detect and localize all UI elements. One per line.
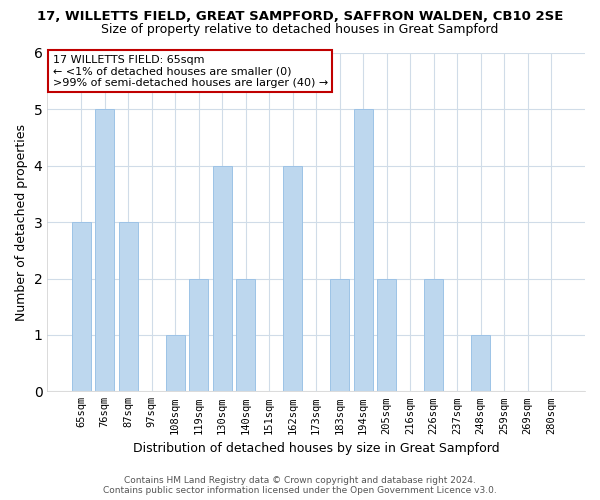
Bar	[95, 110, 114, 392]
Text: Size of property relative to detached houses in Great Sampford: Size of property relative to detached ho…	[101, 22, 499, 36]
Text: 17, WILLETTS FIELD, GREAT SAMPFORD, SAFFRON WALDEN, CB10 2SE: 17, WILLETTS FIELD, GREAT SAMPFORD, SAFF…	[37, 10, 563, 23]
Bar	[166, 335, 185, 392]
Bar	[236, 278, 255, 392]
Bar	[213, 166, 232, 392]
Bar	[330, 278, 349, 392]
Text: 17 WILLETTS FIELD: 65sqm
← <1% of detached houses are smaller (0)
>99% of semi-d: 17 WILLETTS FIELD: 65sqm ← <1% of detach…	[53, 54, 328, 88]
Bar	[283, 166, 302, 392]
Bar	[189, 278, 208, 392]
Bar	[424, 278, 443, 392]
Bar	[377, 278, 396, 392]
Y-axis label: Number of detached properties: Number of detached properties	[15, 124, 28, 320]
Bar	[471, 335, 490, 392]
Text: Contains HM Land Registry data © Crown copyright and database right 2024.
Contai: Contains HM Land Registry data © Crown c…	[103, 476, 497, 495]
X-axis label: Distribution of detached houses by size in Great Sampford: Distribution of detached houses by size …	[133, 442, 499, 455]
Bar	[354, 110, 373, 392]
Bar	[72, 222, 91, 392]
Bar	[119, 222, 137, 392]
